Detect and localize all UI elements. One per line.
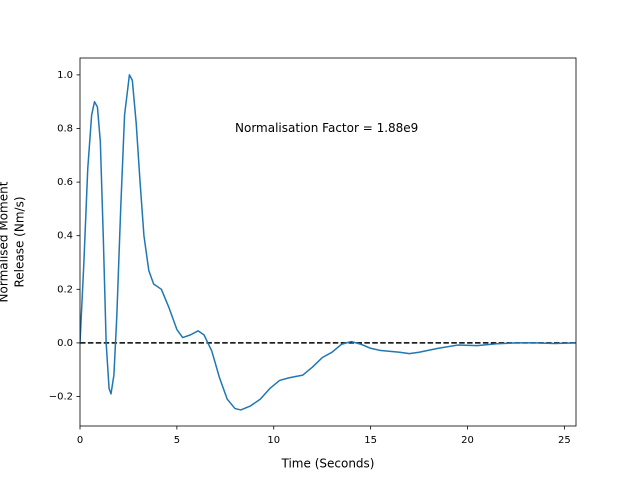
plot-frame	[79, 57, 577, 427]
x-tick-label: 20	[461, 435, 474, 446]
x-tick-label: 15	[364, 435, 377, 446]
line-series	[80, 74, 576, 411]
x-axis-label: Time (Seconds)	[281, 457, 375, 471]
x-tick-label: 0	[77, 435, 83, 446]
y-tick-label: 0.2	[57, 284, 73, 295]
annotation: Normalisation Factor = 1.88e9	[235, 121, 418, 135]
y-tick-label: −0.2	[49, 392, 73, 403]
y-tick-label: 0.4	[57, 231, 73, 242]
y-axis-label: Release (Nm/s)	[13, 196, 27, 287]
x-tick-label: 10	[267, 435, 280, 446]
x-tick-label: 5	[174, 435, 180, 446]
y-tick-label: 0.6	[57, 177, 73, 188]
y-axis-label: Normalised Moment	[0, 181, 11, 302]
x-tick-label: 25	[558, 435, 571, 446]
y-tick-label: 1.0	[57, 70, 73, 81]
y-tick-label: 0.0	[57, 338, 73, 349]
y-tick-label: 0.8	[57, 123, 73, 134]
